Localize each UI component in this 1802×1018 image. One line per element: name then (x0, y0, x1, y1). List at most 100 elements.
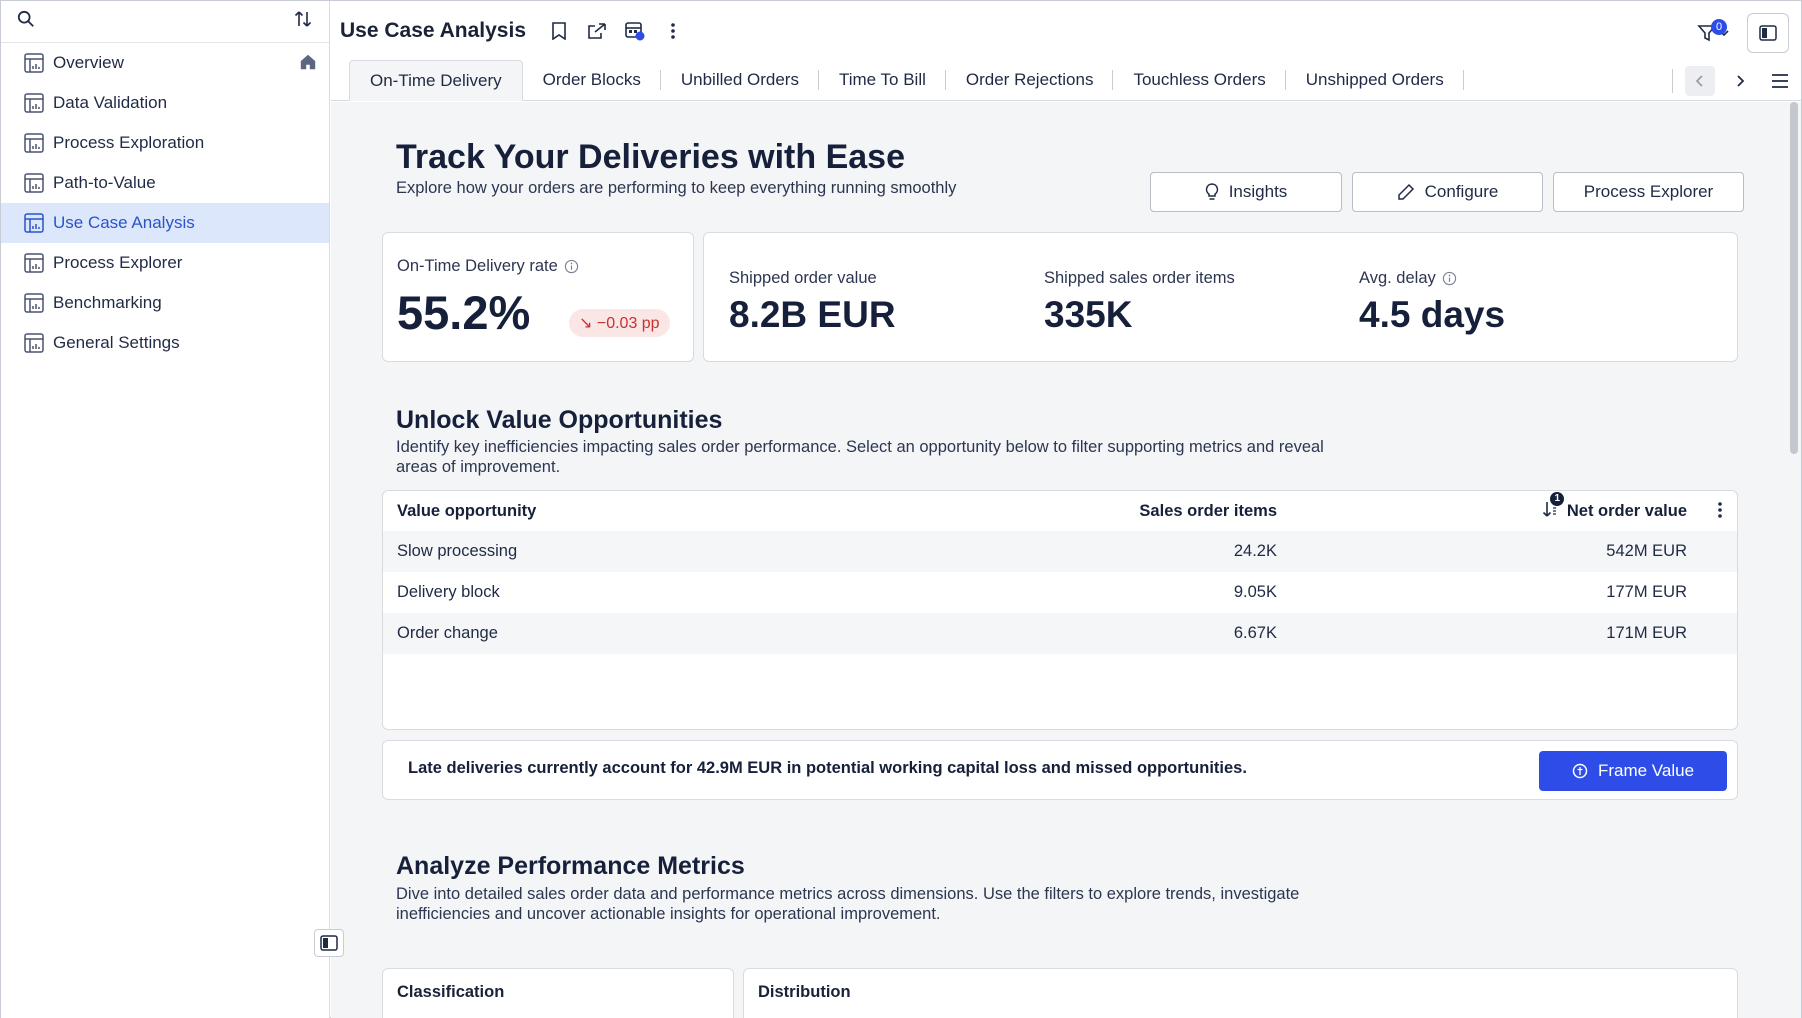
sidebar-item-label: Benchmarking (53, 293, 162, 312)
dashboard-icon (24, 173, 44, 193)
sidebar-item-data-validation[interactable]: Data Validation (1, 83, 329, 123)
sidebar-item-benchmarking[interactable]: Benchmarking (1, 283, 329, 323)
content-area: Track Your Deliveries with Ease Explore … (331, 102, 1787, 1018)
search-icon (17, 10, 35, 33)
sidebar-item-label: General Settings (53, 333, 180, 352)
sidebar-collapse-icon (320, 935, 338, 951)
tab-navigation (1672, 61, 1801, 101)
tab-time-to-bill[interactable]: Time To Bill (819, 60, 946, 100)
shipment-kpi-card: Shipped order value 8.2B EUR Shipped sal… (703, 232, 1738, 362)
share-icon[interactable] (578, 14, 616, 48)
sidebar-item-process-exploration[interactable]: Process Exploration (1, 123, 329, 163)
chevron-left-icon (1695, 75, 1703, 87)
tab-touchless-orders[interactable]: Touchless Orders (1113, 60, 1287, 100)
shipped-items-label: Shipped sales order items (1044, 269, 1235, 287)
hero-subtitle: Explore how your orders are performing t… (396, 179, 957, 197)
tab-bar: On-Time Delivery Order Blocks Unbilled O… (331, 60, 1801, 101)
classification-card: Classification (382, 968, 734, 1018)
sidebar-item-process-explorer[interactable]: Process Explorer (1, 243, 329, 283)
opportunities-table-card: Value opportunity Sales order items 1 Ne… (382, 490, 1738, 730)
sidebar-item-label: Use Case Analysis (53, 213, 195, 232)
otd-rate-value: 55.2% (397, 286, 531, 339)
more-vertical-icon[interactable] (654, 14, 692, 48)
shipped-value: 8.2B EUR (729, 294, 896, 335)
calendar-status-icon[interactable] (616, 14, 654, 48)
tab-unshipped-orders[interactable]: Unshipped Orders (1286, 60, 1464, 100)
sort-descending-icon: 1 (1542, 491, 1565, 523)
cell-opportunity: Slow processing (383, 531, 977, 572)
table-row[interactable]: Delivery block 9.05K 177M EUR (383, 572, 1737, 613)
tab-scroll-right-button[interactable] (1725, 66, 1755, 96)
shipped-value-kpi: Shipped order value 8.2B EUR (729, 269, 896, 336)
hamburger-icon (1772, 74, 1788, 88)
otd-delta-badge: ↘ −0.03 pp (569, 309, 670, 337)
configure-button[interactable]: Configure (1352, 172, 1543, 212)
cell-net-order-value: 177M EUR (1606, 583, 1687, 601)
shipped-value-label: Shipped order value (729, 269, 877, 287)
cell-sales-order-items: 9.05K (1233, 583, 1277, 601)
avg-delay-label: Avg. delay (1359, 269, 1436, 287)
lightbulb-icon (1205, 183, 1218, 200)
tab-scroll-left-button[interactable] (1685, 66, 1715, 96)
bookmark-icon[interactable] (540, 14, 578, 48)
dashboard-icon (24, 133, 44, 153)
more-vertical-icon[interactable] (1717, 501, 1723, 524)
otd-rate-card: On-Time Delivery rate 55.2% ↘ −0.03 pp (382, 232, 694, 362)
filter-button[interactable]: 0 (1697, 19, 1731, 43)
cell-net-order-value: 542M EUR (1277, 531, 1737, 572)
tab-on-time-delivery[interactable]: On-Time Delivery (349, 60, 523, 101)
tab-menu-button[interactable] (1765, 66, 1795, 96)
sidebar-item-overview[interactable]: Overview (1, 43, 329, 83)
shipped-items-kpi: Shipped sales order items 335K (1044, 269, 1235, 336)
sidebar-item-use-case-analysis[interactable]: Use Case Analysis (1, 203, 329, 243)
dashboard-icon (24, 53, 44, 73)
opportunities-table: Value opportunity Sales order items 1 Ne… (383, 491, 1737, 654)
scrollbar-thumb[interactable] (1790, 102, 1798, 454)
value-icon (1572, 763, 1588, 779)
sidebar-item-path-to-value[interactable]: Path-to-Value (1, 163, 329, 203)
column-header-value-opportunity[interactable]: Value opportunity (397, 501, 537, 520)
net-order-value-label: Net order value (1566, 501, 1687, 520)
header: Use Case Analysis 0 (331, 1, 1801, 61)
page-title: Use Case Analysis (340, 19, 526, 42)
info-icon[interactable] (1442, 271, 1457, 286)
distribution-card: Distribution (743, 968, 1738, 1018)
sidebar-item-general-settings[interactable]: General Settings (1, 323, 329, 363)
tab-unbilled-orders[interactable]: Unbilled Orders (661, 60, 820, 100)
sort-icon[interactable] (293, 9, 313, 34)
filter-count-badge: 0 (1711, 19, 1727, 35)
metrics-title: Analyze Performance Metrics (396, 852, 745, 880)
insights-button[interactable]: Insights (1150, 172, 1342, 212)
cell-opportunity: Delivery block (397, 583, 500, 601)
main-area: Use Case Analysis 0 On-Time Delivery Ord… (331, 1, 1801, 1018)
table-row[interactable]: Order change 6.67K 171M EUR (383, 613, 1737, 654)
insights-label: Insights (1228, 182, 1288, 201)
frame-value-button[interactable]: Frame Value (1539, 751, 1727, 791)
side-panel-toggle-button[interactable] (1747, 13, 1789, 53)
dashboard-icon (24, 333, 44, 353)
cell-sales-order-items: 24.2K (977, 531, 1277, 572)
collapse-sidebar-button[interactable] (314, 929, 344, 957)
tab-order-blocks[interactable]: Order Blocks (523, 60, 662, 100)
sidebar-item-label: Overview (53, 53, 124, 72)
column-header-sales-order-items[interactable]: Sales order items (1139, 501, 1277, 520)
tab-order-rejections[interactable]: Order Rejections (946, 60, 1114, 100)
shipped-items-value: 335K (1044, 294, 1133, 335)
frame-value-label: Frame Value (1597, 761, 1695, 780)
info-icon[interactable] (564, 259, 579, 274)
process-explorer-button[interactable]: Process Explorer (1553, 172, 1744, 212)
content-scrollbar[interactable] (1787, 102, 1801, 1018)
avg-delay-value: 4.5 days (1359, 294, 1506, 335)
sidebar-search-input[interactable] (47, 12, 293, 31)
metrics-subtitle: Dive into detailed sales order data and … (396, 885, 1300, 923)
dashboard-icon (24, 93, 44, 113)
sidebar-list: Overview Data Validation Process Explora… (1, 43, 329, 363)
chevron-right-icon (1737, 75, 1745, 87)
table-row[interactable]: Slow processing 24.2K 542M EUR (383, 531, 1737, 572)
cell-sales-order-items: 6.67K (977, 613, 1277, 654)
hero-title: Track Your Deliveries with Ease (396, 138, 906, 176)
distribution-title: Distribution (758, 983, 851, 1001)
sort-order-badge: 1 (1550, 491, 1565, 506)
column-header-net-order-value[interactable]: 1 Net order value (1277, 491, 1737, 531)
otd-rate-label-row: On-Time Delivery rate (397, 257, 579, 276)
